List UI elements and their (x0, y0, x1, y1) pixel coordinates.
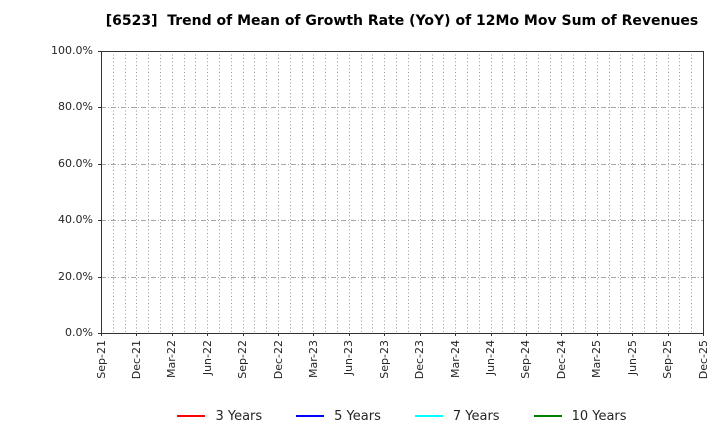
legend-item: 3 Years (177, 409, 262, 424)
x-tick-label: Sep-25 (661, 340, 675, 379)
y-tick-label: 0.0% (65, 326, 93, 339)
legend-label: 5 Years (334, 408, 381, 424)
x-tick-label: Sep-24 (519, 340, 533, 379)
plot-frame (101, 51, 704, 334)
x-tick-label: Sep-21 (94, 340, 108, 379)
x-tick-label: Dec-23 (413, 340, 427, 380)
legend-line-swatch (177, 415, 206, 417)
x-tick-label: Jun-24 (484, 340, 498, 376)
x-tick-label: Mar-24 (448, 340, 462, 379)
legend-item: 5 Years (296, 409, 381, 424)
legend-item: 10 Years (533, 408, 627, 424)
x-tick-label: Mar-23 (306, 340, 320, 379)
legend: 3 Years 5 Years 7 Years 10 Years (101, 403, 703, 429)
x-tick-label: Mar-22 (165, 340, 179, 379)
y-tick-label: 40.0% (58, 213, 93, 227)
legend-label: 10 Years (571, 408, 627, 424)
y-tick-label: 20.0% (58, 269, 93, 283)
y-tick-label: 60.0% (58, 156, 93, 170)
x-tick-label: Dec-21 (129, 340, 143, 380)
x-tick-label: Jun-23 (342, 340, 356, 376)
x-tick-label: Dec-24 (554, 340, 568, 380)
x-tick-label: Dec-25 (696, 340, 710, 380)
x-tick-label: Dec-22 (271, 340, 285, 380)
chart-title: [6523] Trend of Mean of Growth Rate (YoY… (105, 13, 699, 29)
legend-line-swatch (414, 415, 443, 417)
x-tick-label: Jun-22 (200, 340, 214, 376)
legend-line-swatch (296, 415, 325, 417)
x-tick-label: Sep-23 (377, 340, 391, 379)
legend-label: 7 Years (452, 408, 500, 424)
x-tick-label: Mar-25 (590, 340, 604, 379)
legend-item: 7 Years (414, 408, 500, 424)
x-tick-label: Sep-22 (236, 340, 250, 379)
y-tick-label: 100.0% (51, 44, 93, 57)
y-tick-label: 80.0% (58, 100, 93, 114)
legend-line-swatch (533, 415, 562, 417)
legend-label: 3 Years (215, 408, 263, 424)
x-tick-label: Jun-25 (625, 340, 639, 376)
